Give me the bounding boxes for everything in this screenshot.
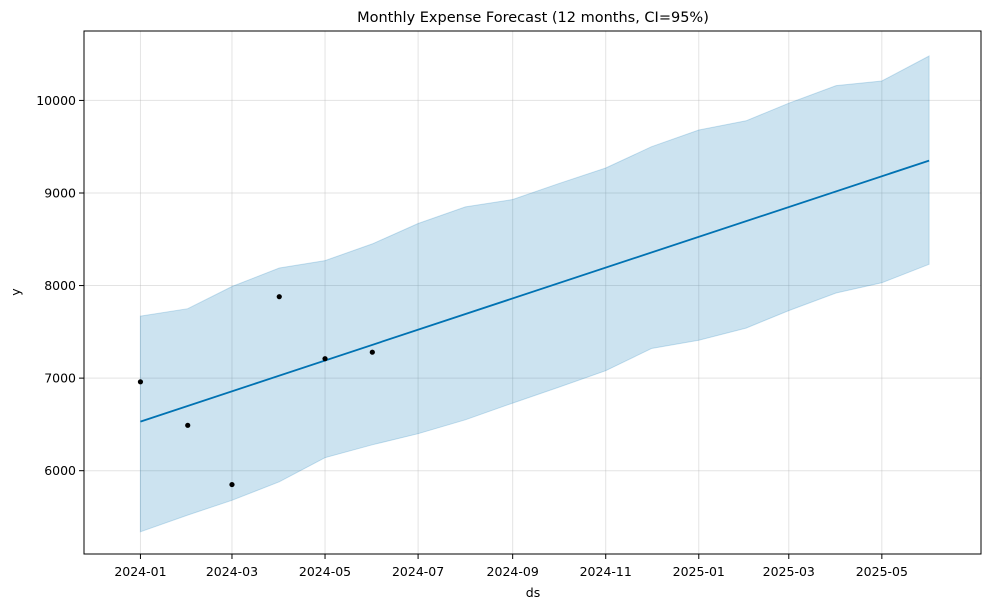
confidence-interval-area [139,55,930,533]
x-axis-label: ds [526,585,540,600]
confidence-interval-band [139,55,930,533]
x-tick-label: 2024-01 [114,564,166,579]
observed-point [229,481,235,488]
y-axis-ticks: 6000 7000 8000 9000 10000 [36,93,84,478]
forecast-line [140,159,930,423]
y-tick-label: 7000 [44,371,76,386]
y-tick-label: 10000 [36,93,76,108]
x-tick-label: 2024-03 [206,564,258,579]
observed-point [369,349,375,355]
observed-point [276,294,282,300]
observed-point [137,379,144,385]
forecast-line-group [140,159,930,423]
x-tick-label: 2025-03 [763,564,815,579]
x-axis-ticks: 2024-01 2024-03 2024-05 2024-07 2024-09 2024-… [114,554,908,579]
x-tick-label: 2024-07 [392,564,444,579]
x-tick-label: 2025-05 [856,564,908,579]
x-tick-label: 2024-11 [580,564,632,579]
observed-point [322,356,328,362]
y-tick-label: 9000 [44,185,76,200]
chart-title: Monthly Expense Forecast (12 months, CI=… [357,10,709,26]
x-tick-label: 2025-01 [673,564,725,579]
x-tick-label: 2024-05 [299,564,351,579]
y-axis-label: y [8,288,23,296]
y-tick-label: 6000 [44,463,76,478]
observed-points [137,294,375,488]
plot-frame [83,30,982,555]
y-tick-label: 8000 [44,278,76,293]
x-tick-label: 2024-09 [487,564,539,579]
observed-point [185,422,191,428]
